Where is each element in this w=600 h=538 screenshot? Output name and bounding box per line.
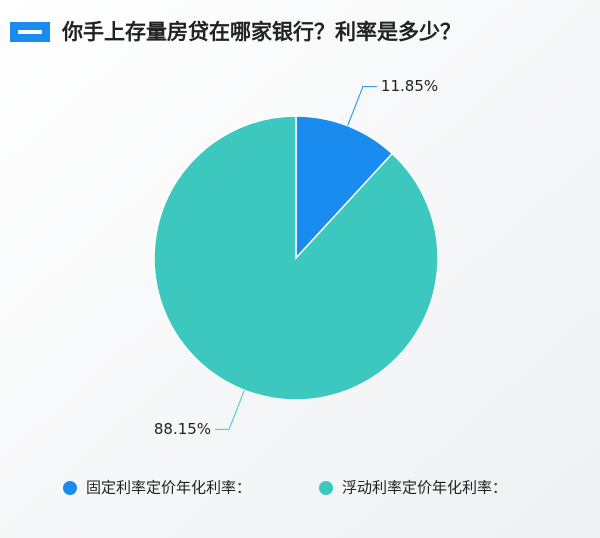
- data-label: 11.85%: [381, 77, 438, 95]
- pie-slice: [153, 115, 439, 401]
- leader-line: [215, 390, 245, 430]
- title-icon-bar: [18, 30, 42, 34]
- pie-slice: [295, 115, 394, 260]
- legend-label: 固定利率定价年化利率：: [86, 479, 251, 497]
- data-label: 88.15%: [154, 420, 211, 438]
- leader-line: [347, 86, 377, 126]
- chart-title: 你手上存量房贷在哪家银行？利率是多少？: [61, 20, 461, 44]
- legend-label: 浮动利率定价年化利率：: [342, 479, 507, 497]
- legend-marker: [63, 481, 77, 495]
- legend-marker: [319, 481, 333, 495]
